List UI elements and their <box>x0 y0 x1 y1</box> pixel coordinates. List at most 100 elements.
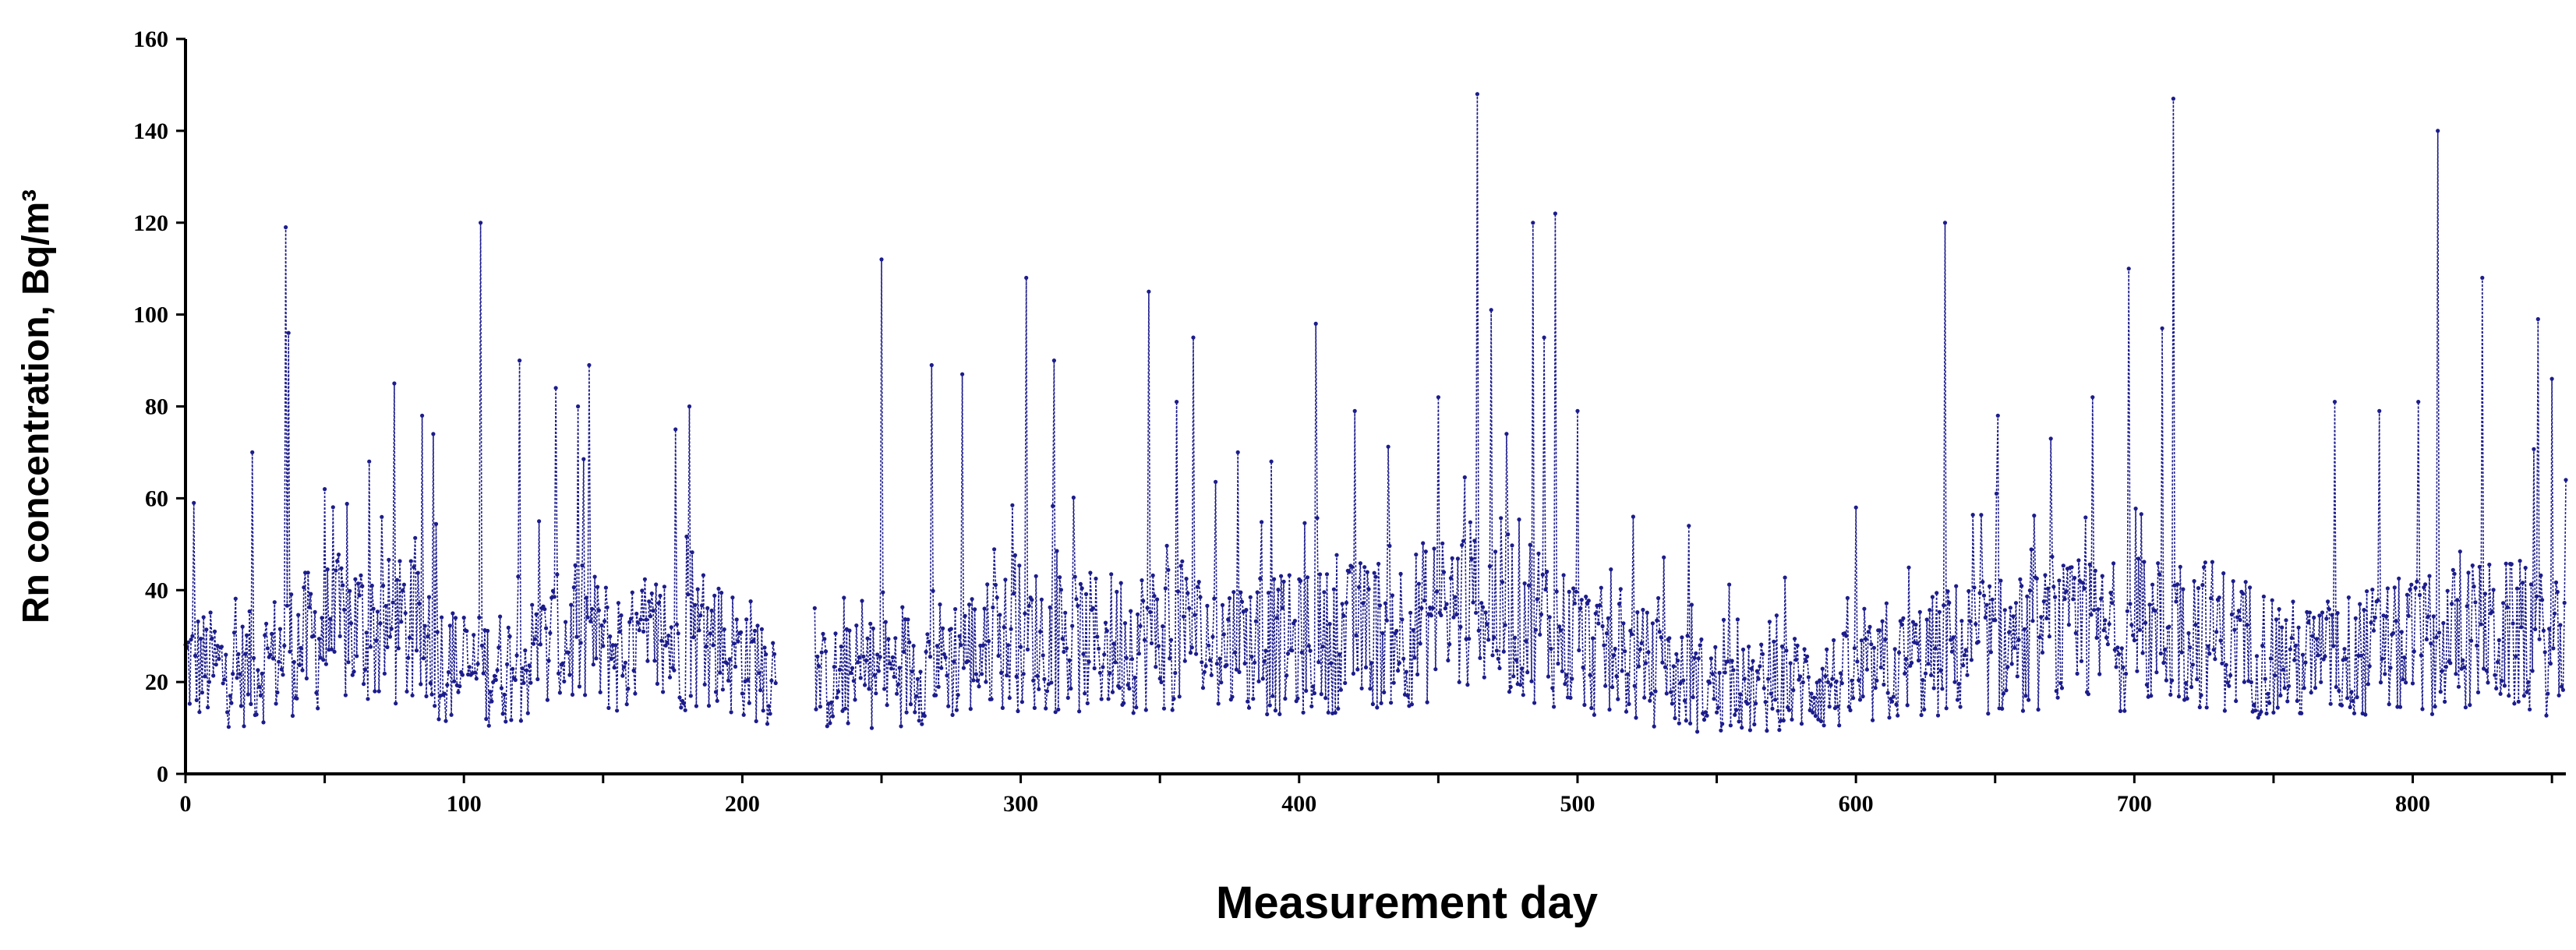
data-point <box>709 608 714 613</box>
data-point <box>995 595 999 600</box>
data-point <box>436 717 441 722</box>
data-point <box>890 655 895 660</box>
data-point <box>277 627 282 631</box>
data-point <box>1233 650 1238 655</box>
data-point <box>1532 701 1537 705</box>
data-point <box>817 664 822 669</box>
data-point <box>2018 577 2023 582</box>
data-point <box>637 628 641 633</box>
data-point <box>2252 702 2256 707</box>
data-point <box>1148 609 1153 615</box>
data-point <box>2424 637 2429 642</box>
data-point <box>2429 712 2435 716</box>
data-point <box>562 679 567 684</box>
data-point <box>1161 706 1167 711</box>
data-point <box>1845 595 1850 601</box>
data-point <box>426 634 430 639</box>
data-point <box>2307 610 2312 615</box>
data-point <box>1038 629 1043 634</box>
data-point <box>1404 669 1408 674</box>
data-point <box>2122 708 2127 713</box>
data-point <box>1774 613 1779 618</box>
data-point <box>1053 710 1058 715</box>
data-point <box>1589 705 1594 711</box>
data-point <box>1295 696 1300 701</box>
data-point <box>1663 665 1668 669</box>
data-point <box>207 680 211 684</box>
data-point <box>628 616 634 621</box>
data-point <box>2066 623 2071 627</box>
data-point <box>246 692 250 697</box>
data-point <box>2404 680 2408 685</box>
data-point <box>577 684 582 689</box>
data-point <box>1401 656 1406 661</box>
data-point <box>946 704 951 708</box>
data-point <box>1754 669 1759 673</box>
data-point <box>917 719 921 723</box>
data-point <box>1681 678 1686 683</box>
data-point <box>546 659 551 663</box>
data-point <box>316 637 322 641</box>
data-point <box>2436 129 2440 133</box>
data-point <box>1131 711 1136 715</box>
data-point <box>2397 576 2401 581</box>
data-point <box>1727 582 1732 587</box>
data-point <box>249 701 253 707</box>
data-point <box>1161 624 1165 629</box>
data-point <box>2039 615 2044 620</box>
data-point <box>938 602 942 607</box>
data-point <box>257 684 262 690</box>
data-point <box>649 591 654 596</box>
data-point <box>1809 691 1814 696</box>
data-point <box>453 616 458 620</box>
data-point <box>865 636 870 641</box>
data-point <box>2103 618 2108 623</box>
data-point <box>2525 690 2529 694</box>
data-point <box>1049 680 1054 685</box>
data-point <box>545 697 550 702</box>
data-point <box>922 714 927 719</box>
data-point <box>1586 599 1591 603</box>
data-point <box>1234 667 1239 672</box>
data-point <box>2504 561 2508 566</box>
data-point <box>2461 658 2465 662</box>
data-point <box>837 667 842 673</box>
data-point <box>584 595 589 600</box>
data-point <box>2004 688 2009 693</box>
data-point <box>1396 668 1401 673</box>
data-point <box>2365 589 2369 594</box>
data-point <box>496 645 501 650</box>
data-point <box>1538 632 1542 637</box>
data-point <box>421 656 426 661</box>
data-point <box>311 634 316 638</box>
data-point <box>2167 624 2171 629</box>
data-point <box>924 649 928 655</box>
data-point <box>567 673 572 677</box>
data-point <box>1848 708 1853 713</box>
data-point <box>1181 614 1186 619</box>
data-point <box>842 595 846 600</box>
data-point <box>2231 579 2235 584</box>
data-point <box>1246 705 1252 710</box>
data-point <box>622 665 627 669</box>
data-point <box>2053 595 2058 599</box>
data-point <box>1689 602 1694 607</box>
x-tick-label: 300 <box>1003 791 1038 817</box>
data-point <box>928 655 933 659</box>
data-point <box>2174 599 2178 604</box>
data-point <box>1041 653 1045 658</box>
data-point <box>1552 705 1557 709</box>
data-point <box>2072 575 2077 581</box>
data-point <box>1903 671 1907 676</box>
y-tick-label: 60 <box>145 486 168 511</box>
data-point <box>971 678 976 683</box>
data-point <box>431 432 436 436</box>
data-point <box>542 607 547 612</box>
data-point <box>1539 612 1544 617</box>
data-point <box>2059 686 2065 690</box>
data-point <box>2409 582 2414 587</box>
y-tick-label: 80 <box>145 394 168 420</box>
data-point <box>1638 647 1642 652</box>
data-point <box>424 694 429 699</box>
data-point <box>348 588 352 593</box>
